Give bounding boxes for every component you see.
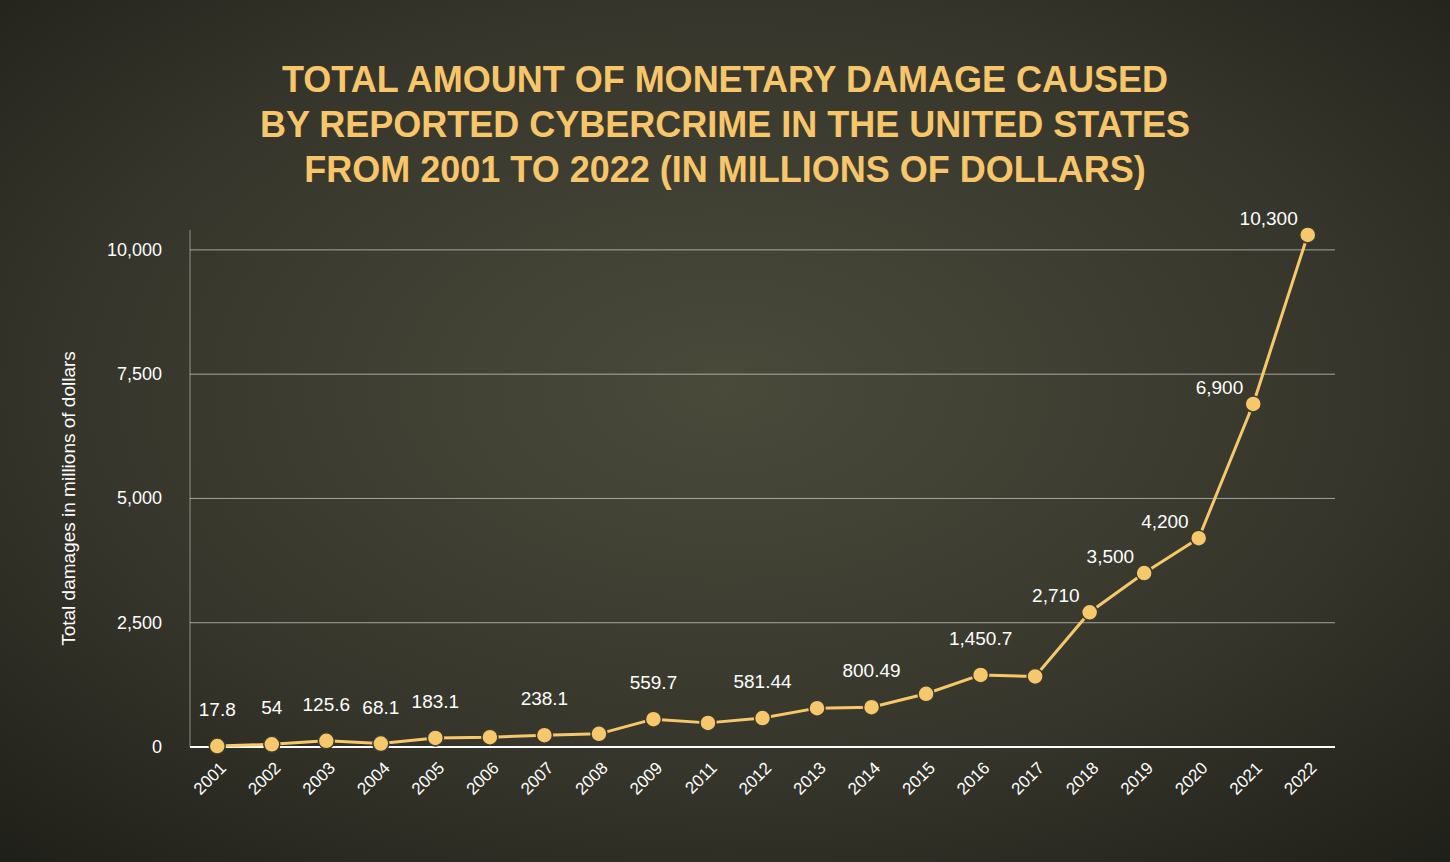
data-point — [755, 710, 771, 726]
x-tick-label: 2001 — [190, 758, 230, 798]
x-tick-label: 2012 — [735, 758, 775, 798]
x-tick-label: 2014 — [844, 758, 884, 798]
data-label: 54 — [261, 697, 283, 718]
data-label: 559.7 — [630, 672, 678, 693]
data-label: 183.1 — [412, 691, 460, 712]
title-line: FROM 2001 TO 2022 (IN MILLIONS OF DOLLAR… — [304, 149, 1145, 190]
x-tick-label: 2013 — [790, 758, 830, 798]
x-tick-label: 2016 — [953, 758, 993, 798]
data-point — [700, 715, 716, 731]
data-label: 68.1 — [362, 697, 399, 718]
y-tick-label: 0 — [152, 737, 162, 757]
x-tick-label: 2003 — [299, 758, 339, 798]
x-tick-label: 2006 — [463, 758, 503, 798]
grid — [190, 250, 1335, 747]
background — [0, 0, 1450, 862]
data-point — [1245, 396, 1261, 412]
x-tick-label: 2002 — [244, 758, 284, 798]
y-tick-label: 7,500 — [117, 364, 162, 384]
data-point — [809, 700, 825, 716]
data-point — [1027, 668, 1043, 684]
data-point — [1191, 530, 1207, 546]
data-point — [264, 736, 280, 752]
chart: TOTAL AMOUNT OF MONETARY DAMAGE CAUSEDBY… — [0, 0, 1450, 862]
data-point — [427, 730, 443, 746]
grid-line — [190, 746, 1335, 748]
data-point — [591, 726, 607, 742]
title: TOTAL AMOUNT OF MONETARY DAMAGE CAUSEDBY… — [260, 59, 1190, 190]
y-tick-label: 10,000 — [107, 240, 162, 260]
data-point — [918, 686, 934, 702]
x-tick-label: 2021 — [1226, 758, 1266, 798]
data-point — [373, 736, 389, 752]
data-point — [1136, 565, 1152, 581]
x-tick-label: 2005 — [408, 758, 448, 798]
data-label: 6,900 — [1196, 377, 1244, 398]
y-axis-title: Total damages in millions of dollars — [58, 351, 79, 646]
y-tick-label: 2,500 — [117, 613, 162, 633]
x-tick-label: 2007 — [517, 758, 557, 798]
data-point — [864, 699, 880, 715]
data-point — [536, 727, 552, 743]
grid-line — [190, 622, 1335, 623]
data-line — [217, 235, 1307, 746]
x-tick-label: 2017 — [1008, 758, 1048, 798]
x-tick-label: 2018 — [1062, 758, 1102, 798]
title-line: BY REPORTED CYBERCRIME IN THE UNITED STA… — [260, 104, 1190, 145]
grid-line — [190, 249, 1335, 250]
x-tick-label: 2015 — [899, 758, 939, 798]
data-label: 125.6 — [303, 694, 351, 715]
data-label: 10,300 — [1240, 208, 1298, 229]
x-tick-label: 2004 — [353, 758, 393, 798]
data-point — [645, 711, 661, 727]
data-label: 800.49 — [842, 660, 900, 681]
data-label: 3,500 — [1087, 546, 1135, 567]
data-label: 581.44 — [733, 671, 792, 692]
data-point — [1300, 227, 1316, 243]
y-axis-line — [190, 230, 191, 747]
grid-line — [190, 498, 1335, 499]
x-tick-label: 2020 — [1171, 758, 1211, 798]
grid-line — [190, 374, 1335, 375]
x-tick-label: 2008 — [572, 758, 612, 798]
data-point — [209, 738, 225, 754]
x-tick-label: 2009 — [626, 758, 666, 798]
data-point — [318, 733, 334, 749]
x-tick-label: 2022 — [1280, 758, 1320, 798]
title-line: TOTAL AMOUNT OF MONETARY DAMAGE CAUSED — [282, 59, 1168, 100]
data-point — [973, 667, 989, 683]
data-label: 2,710 — [1032, 585, 1080, 606]
data-point — [1082, 604, 1098, 620]
x-tick-label: 2011 — [682, 758, 721, 797]
data-label: 238.1 — [521, 688, 569, 709]
data-labels: 17.8 54 125.6 68.1 183.1 238.1 559.7 581.44 800.… — [199, 208, 1298, 720]
data-label: 4,200 — [1141, 511, 1189, 532]
y-tick-label: 5,000 — [117, 488, 162, 508]
data-point — [482, 729, 498, 745]
data-label: 17.8 — [199, 699, 236, 720]
data-label: 1,450.7 — [949, 628, 1012, 649]
x-tick-label: 2019 — [1117, 758, 1157, 798]
marks — [209, 227, 1315, 754]
